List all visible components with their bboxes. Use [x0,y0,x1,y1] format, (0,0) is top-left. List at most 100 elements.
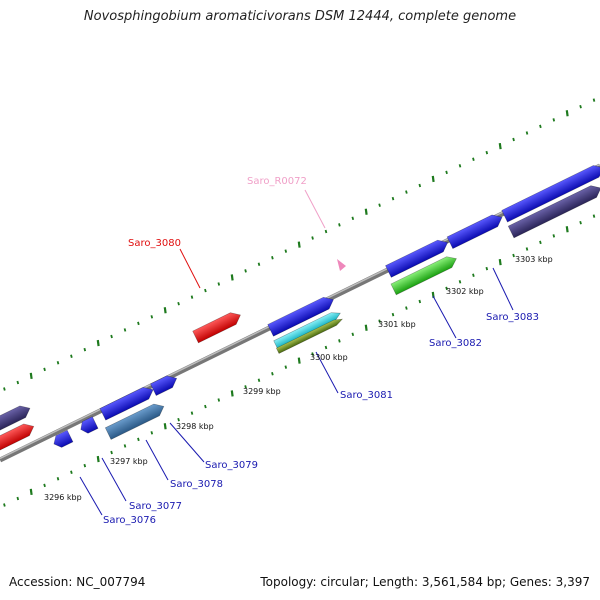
inner-tick-mark [338,339,341,343]
inner-tick-mark [512,253,515,258]
outer-tick-mark [539,124,542,129]
gene-labels: Saro_R0072 Saro_3080 Saro_3081 Saro_3082… [103,176,539,526]
gene-feature-saro-3079[interactable] [99,384,156,421]
gene-label-saro-3078[interactable]: Saro_3078 [170,479,223,490]
tick-label-3302: 3302 kbp [446,287,484,296]
gene-feature-cyan[interactable] [273,309,343,350]
outer-tick-mark [498,142,502,150]
gene-feature-blue-3300[interactable] [267,294,337,337]
leader-saro-3077 [101,457,127,502]
outer-tick-mark [351,216,355,221]
gene-feature-blue-3302a-shape [385,239,449,278]
inner-tick-mark [539,240,542,245]
gene-feature-blue-3302b[interactable] [446,211,505,249]
tick-labels: 3296 kbp 3297 kbp 3298 kbp 3299 kbp 3300… [44,255,553,502]
inner-tick-mark [257,378,261,383]
inner-tick-mark [110,450,113,455]
inner-tick-mark [217,398,221,402]
outer-tick-mark [297,241,301,248]
outer-tick-mark [472,157,475,161]
gene-feature-blue-3303-shape [501,165,600,223]
gene-label-saro-3080[interactable]: Saro_3080 [128,238,181,249]
gene-feature-blue-small[interactable] [150,372,179,396]
inner-tick-mark [311,352,314,356]
leader-saro-3078 [145,439,169,481]
gene-feature-saro-3080[interactable] [192,309,244,344]
gene-feature-navy-3083[interactable] [507,182,600,239]
tick-label-3299: 3299 kbp [243,387,281,396]
outer-tick-mark [431,175,435,183]
gene-feature-red-left-shape [0,423,35,452]
outer-tick-mark [378,203,381,207]
gene-label-saro-3076[interactable]: Saro_3076 [103,515,156,526]
gene-feature-blue-3077-shape [80,416,99,434]
gene-label-saro-3077[interactable]: Saro_3077 [129,501,182,512]
outer-tick-mark [565,110,569,117]
gene-feature-blue-3076-shape [53,429,74,448]
outer-tick-mark [230,274,234,281]
gene-feature-blue-3077[interactable] [78,416,99,436]
inner-tick-mark [150,431,154,435]
outer-tick-mark [16,380,20,385]
gene-feature-olive[interactable] [275,316,344,354]
inner-tick-mark [163,423,167,430]
inner-tick-mark [190,411,194,415]
outer-tick-mark [204,288,207,293]
inner-tick-mark [378,319,381,323]
gene-feature-navy-left[interactable] [0,402,33,433]
inner-tick-mark [565,226,569,233]
outer-tick-mark [137,321,140,326]
inner-tick-mark [418,299,422,304]
inner-tick-mark [137,437,140,442]
outer-tick-mark [217,282,221,286]
gene-feature-saro-3082[interactable] [390,253,459,296]
inner-tick-mark [364,324,368,331]
inner-tick-mark [552,234,556,238]
gene-feature-saro-r0072[interactable] [337,259,346,271]
inner-tick-mark [271,371,274,376]
outer-tick-mark [190,295,194,299]
gene-label-saro-3082[interactable]: Saro_3082 [429,338,482,349]
gene-label-saro-3081[interactable]: Saro_3081 [340,390,393,401]
gene-features [0,162,600,452]
gene-feature-blue-3303[interactable] [501,162,600,223]
tick-label-3303: 3303 kbp [515,255,553,264]
gene-feature-red-left[interactable] [0,420,37,452]
leader-saro-r0072 [304,189,326,229]
gene-label-saro-3079[interactable]: Saro_3079 [205,460,258,471]
outer-tick-mark [96,339,100,347]
leader-saro-3083 [492,267,514,311]
gene-feature-blue-3300-shape [267,296,334,337]
inner-tick-mark [123,444,127,448]
outer-tick-mark [284,249,288,253]
gene-feature-saro-3080-shape [192,312,241,344]
gene-feature-saro-3078-shape [104,403,165,440]
gene-feature-blue-3302a[interactable] [385,237,451,278]
outer-tick-mark [29,372,33,380]
inner-tick-mark [458,280,462,284]
inner-tick-mark [204,404,207,409]
tick-label-3298: 3298 kbp [176,422,214,431]
gene-label-saro-r0072[interactable]: Saro_R0072 [247,176,307,187]
inner-tick-mark [405,306,408,310]
gene-feature-navy-3083-shape [507,185,600,239]
inner-tick-mark [391,312,395,317]
inner-tick-mark [244,385,247,389]
outer-tick-mark [512,137,515,142]
gene-label-saro-3083[interactable]: Saro_3083 [486,312,539,323]
outer-tick-mark [43,367,46,372]
gene-feature-saro-3078[interactable] [104,401,166,440]
outer-tick-mark [311,236,314,240]
label-leaders [79,189,514,516]
tick-label-3296: 3296 kbp [44,493,82,502]
inner-tick-mark [445,286,448,291]
gene-feature-saro-3079-shape [99,387,154,421]
gene-feature-blue-3076[interactable] [51,429,74,450]
tick-label-3297: 3297 kbp [110,457,148,466]
outer-tick-mark [163,307,167,314]
inner-tick-mark [70,470,73,474]
outer-tick-mark [418,183,422,188]
outer-tick-mark [150,315,154,319]
accession-text: Accession: NC_007794 [9,575,146,589]
